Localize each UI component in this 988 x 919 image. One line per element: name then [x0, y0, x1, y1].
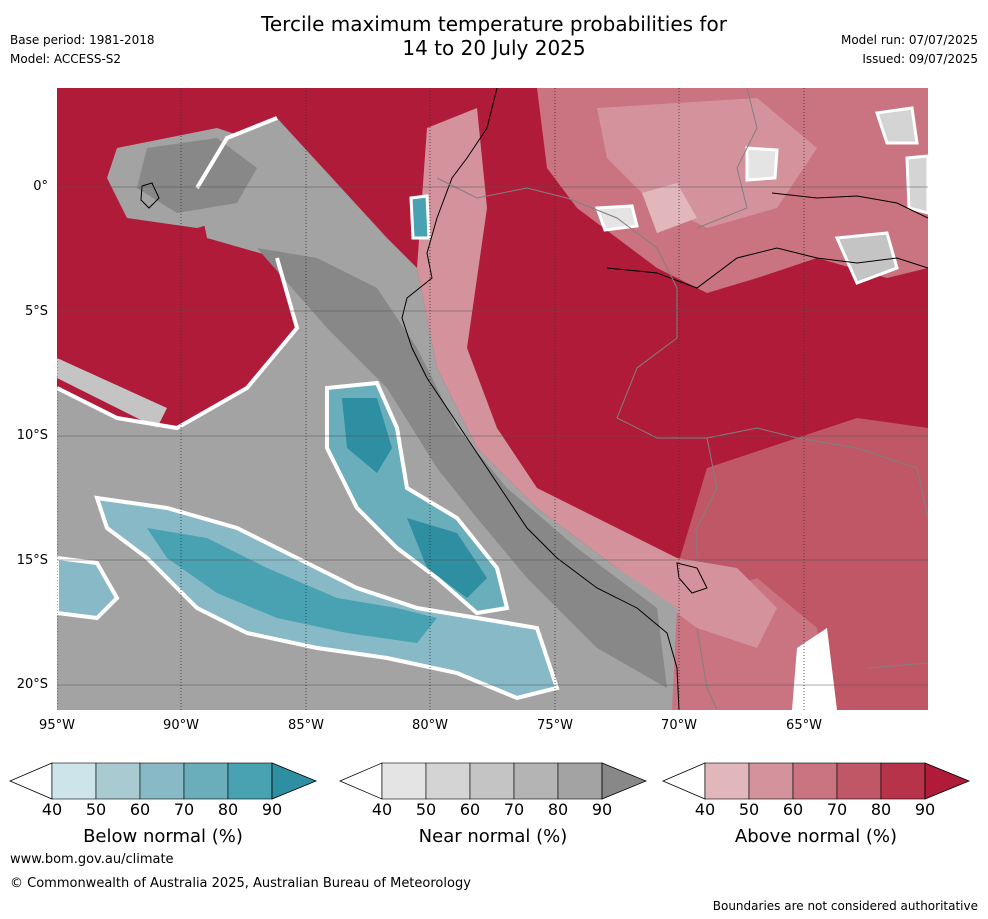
above-normal-colorbar-below-40 [661, 762, 706, 800]
graticule [57, 186, 928, 686]
near-normal-40-patch [792, 628, 837, 710]
lon-label-90w: 90°W [163, 718, 199, 733]
below-normal-tick-40: 40 [41, 800, 63, 819]
tercile-boundary-north [195, 116, 278, 190]
lat-label-20s: 20°S [16, 677, 48, 692]
near-normal-tick-70: 70 [503, 800, 525, 819]
above-normal-colorbar [661, 762, 971, 800]
lon-label-80w: 80°W [412, 718, 448, 733]
below-normal-label: Below normal (%) [83, 826, 243, 847]
below-normal-colorbar-block-3 [139, 762, 185, 800]
above-normal-tick-70: 70 [826, 800, 848, 819]
near-normal-patch-2 [745, 146, 779, 182]
near-normal-label: Near normal (%) [418, 826, 568, 847]
below-normal-colorbar-below-40 [8, 762, 53, 800]
above-normal-tick-90: 90 [914, 800, 936, 819]
border-peru-bolivia [696, 437, 718, 558]
below-normal-gulf-patch [409, 194, 431, 240]
above-normal-tick-60: 60 [782, 800, 804, 819]
below-normal-west-edge [57, 555, 120, 621]
near-normal-colorbar-above-90 [601, 762, 648, 800]
above-normal-colorbar-block-3 [792, 762, 838, 800]
below-normal-colorbar-block-5 [227, 762, 273, 800]
lon-label-70w: 70°W [661, 718, 697, 733]
below-normal-tick-60: 60 [129, 800, 151, 819]
lat-label-0: 0° [33, 179, 48, 194]
border-bolivia-paraguay [866, 662, 928, 669]
border-colombia-venezuela [696, 88, 758, 229]
title-line-2: 14 to 20 July 2025 [402, 36, 586, 60]
border-peru-brazil [616, 288, 798, 439]
below-normal-tick-50: 50 [85, 800, 107, 819]
probability-map [57, 88, 928, 710]
below-normal-colorbar-block-1 [51, 762, 97, 800]
page-title: Tercile maximum temperature probabilitie… [0, 12, 988, 60]
issued-date: Issued: 09/07/2025 [862, 52, 978, 66]
below-normal-tick-90: 90 [261, 800, 283, 819]
border-ecuador-colombia [436, 177, 678, 289]
near-normal-patch-5 [905, 154, 928, 215]
above-normal-colorbar-above-90 [924, 762, 971, 800]
coastline [401, 88, 680, 710]
galapagos-islands [140, 182, 160, 209]
above-normal-40-region [642, 183, 697, 233]
model-run: Model run: 07/07/2025 [840, 33, 978, 47]
website-link[interactable]: www.bom.gov.au/climate [10, 852, 174, 867]
near-normal-tick-60: 60 [459, 800, 481, 819]
below-normal-colorbar [8, 762, 318, 800]
amazon-river [606, 247, 928, 289]
lat-label-5s: 5°S [24, 304, 48, 319]
above-normal-colorbar-block-1 [704, 762, 750, 800]
lat-label-10s: 10°S [16, 428, 48, 443]
base-period: Base period: 1981-2018 [10, 33, 155, 47]
northern-river [771, 192, 928, 219]
above-normal-tick-40: 40 [694, 800, 716, 819]
copyright-notice: © Commonwealth of Australia 2025, Austra… [10, 876, 471, 891]
below-normal-colorbar-above-90 [271, 762, 318, 800]
near-normal-patch-4 [875, 106, 919, 145]
near-normal-colorbar-block-4 [513, 762, 559, 800]
above-normal-colorbar-block-4 [836, 762, 882, 800]
below-normal-90-coastal-north [342, 398, 392, 473]
lon-label-65w: 65°W [786, 718, 822, 733]
below-normal-colorbar-block-2 [95, 762, 141, 800]
above-normal-tick-80: 80 [870, 800, 892, 819]
below-normal-tick-70: 70 [173, 800, 195, 819]
above-normal-colorbar-block-5 [880, 762, 926, 800]
boundary-disclaimer: Boundaries are not considered authoritat… [712, 899, 978, 913]
lon-label-75w: 75°W [537, 718, 573, 733]
below-normal-90-coastal-south [407, 518, 487, 598]
border-bolivia-brazil [796, 437, 928, 519]
lon-label-85w: 85°W [288, 718, 324, 733]
near-normal-patch-3 [834, 231, 899, 285]
galapagos-near-90 [137, 138, 257, 213]
below-normal-colorbar-block-4 [183, 762, 229, 800]
below-normal-tick-80: 80 [217, 800, 239, 819]
near-normal-90-region [257, 248, 667, 688]
near-normal-colorbar-below-40 [338, 762, 383, 800]
near-normal-tick-40: 40 [371, 800, 393, 819]
near-normal-tick-50: 50 [415, 800, 437, 819]
near-normal-tick-80: 80 [547, 800, 569, 819]
above-normal-colorbar-block-2 [748, 762, 794, 800]
near-normal-colorbar-block-1 [381, 762, 427, 800]
above-normal-tick-50: 50 [738, 800, 760, 819]
lon-label-95w: 95°W [39, 718, 75, 733]
near-normal-60-band [57, 358, 167, 428]
border-chile-bolivia [696, 627, 718, 710]
near-normal-tick-90: 90 [591, 800, 613, 819]
model-name: Model: ACCESS-S2 [10, 52, 122, 66]
tercile-boundary-west [57, 257, 300, 431]
title-line-1: Tercile maximum temperature probabilitie… [261, 12, 727, 36]
below-normal-80-southwest [147, 528, 437, 643]
lake-titicaca [676, 562, 708, 594]
near-normal-colorbar-block-2 [425, 762, 471, 800]
near-normal-colorbar [338, 762, 648, 800]
above-normal-label: Above normal (%) [734, 826, 898, 847]
near-normal-colorbar-block-5 [557, 762, 603, 800]
coastal-above-50-band [417, 108, 777, 648]
near-normal-colorbar-block-3 [469, 762, 515, 800]
lat-label-15s: 15°S [16, 553, 48, 568]
